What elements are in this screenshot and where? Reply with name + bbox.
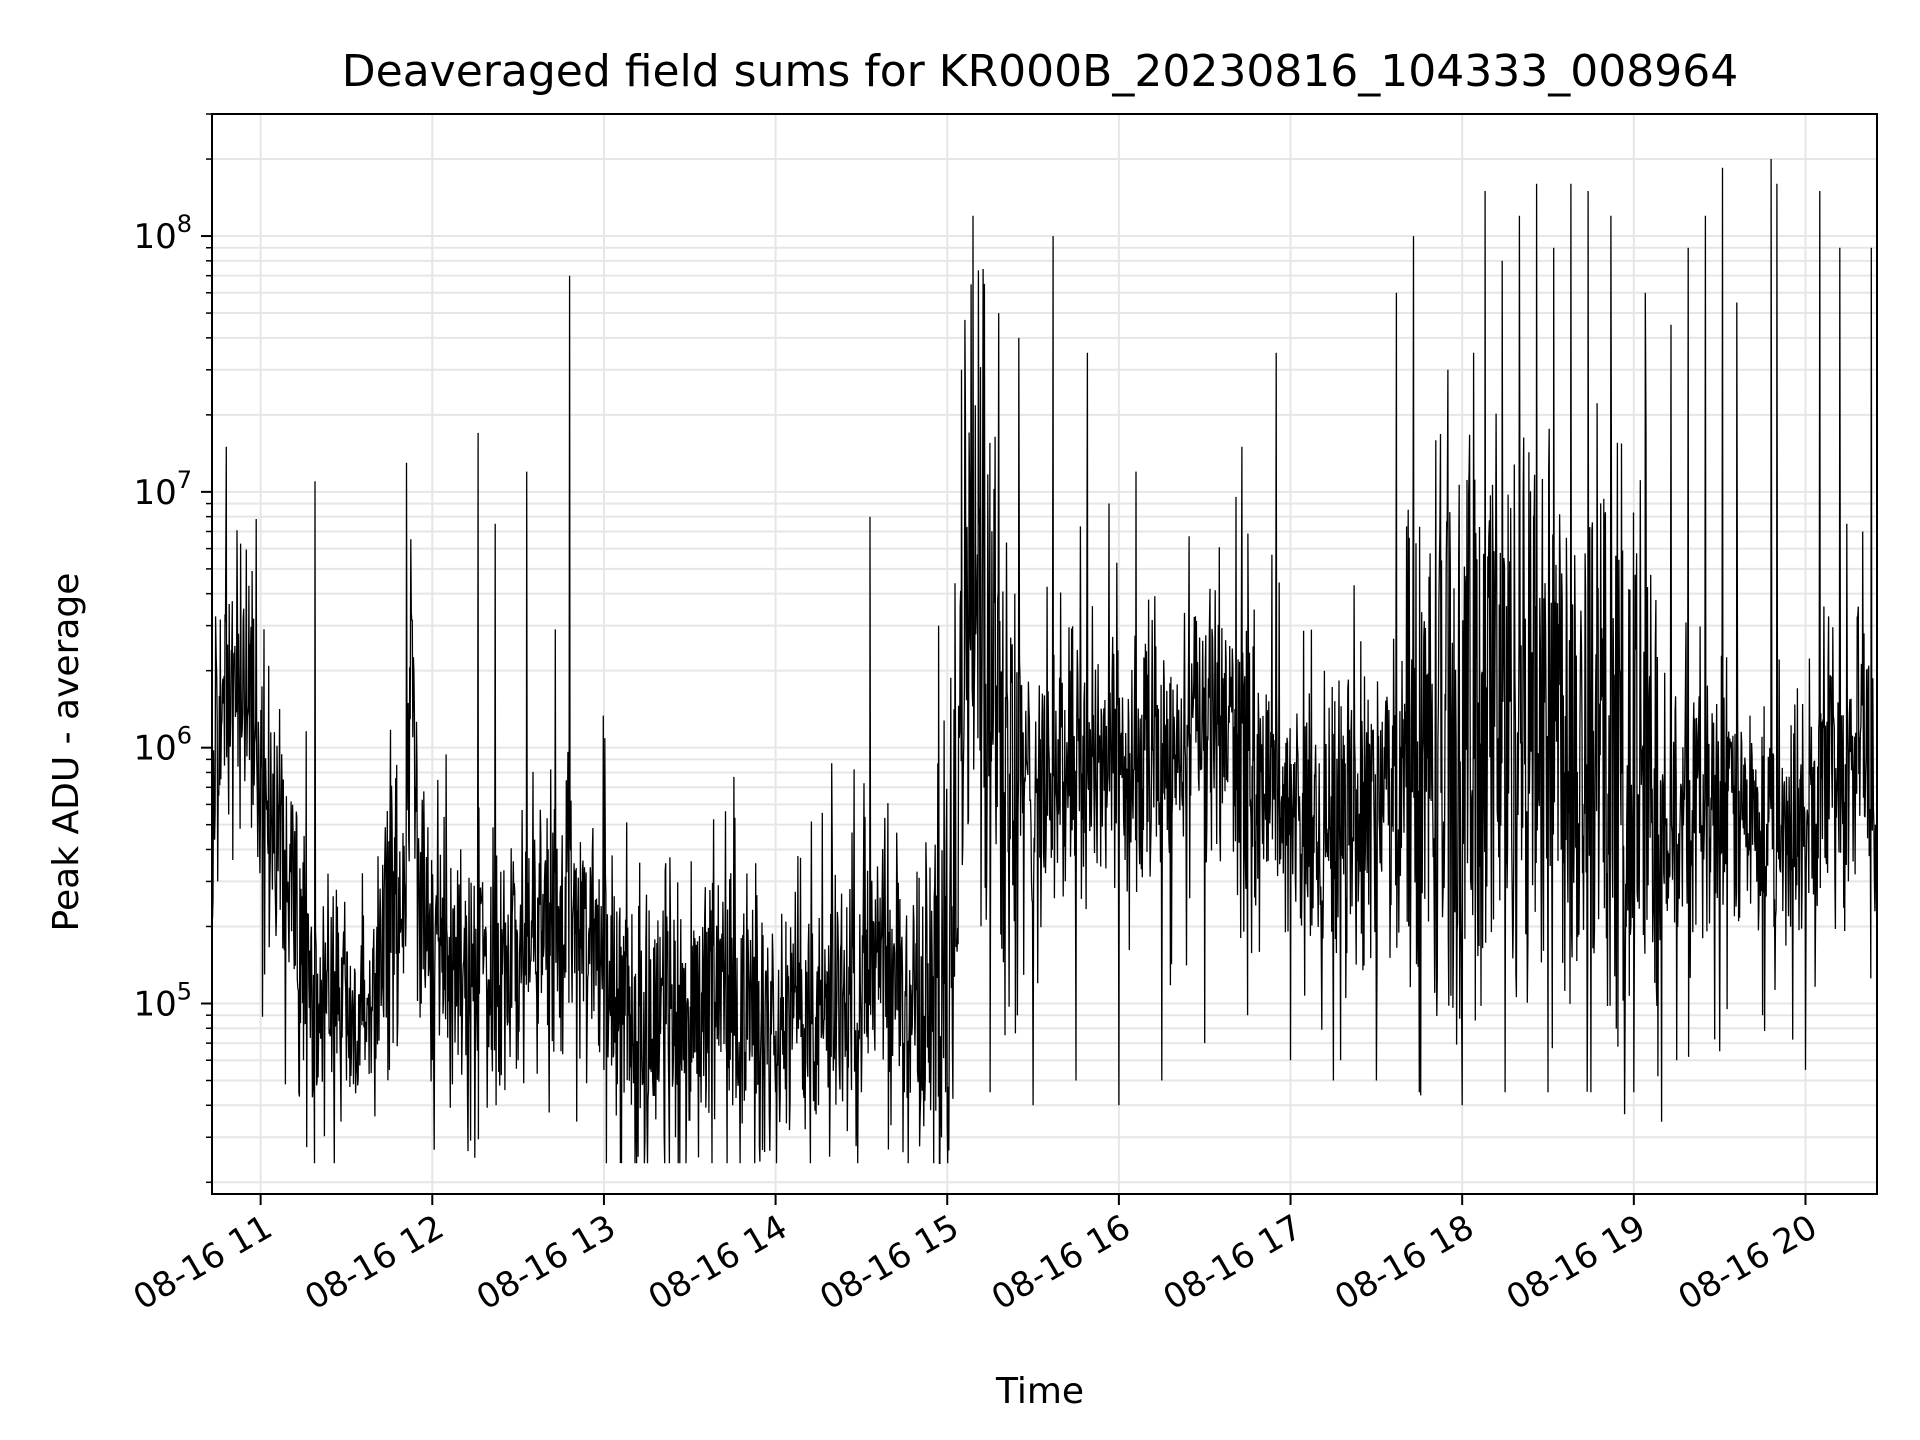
y-tick-label: 106 — [133, 722, 192, 769]
series-line — [211, 158, 1878, 1164]
x-axis-label: Time — [995, 1371, 1084, 1412]
y-axis-label: Peak ADU - average — [46, 573, 87, 932]
plot-frame — [211, 113, 1878, 1195]
chart-title: Deaveraged field sums for KR000B_2023081… — [342, 46, 1738, 97]
y-tick-label: 105 — [133, 977, 192, 1024]
series-layer — [211, 158, 1878, 1164]
y-tick-label: 107 — [133, 466, 192, 513]
y-tick-label: 108 — [133, 210, 192, 257]
